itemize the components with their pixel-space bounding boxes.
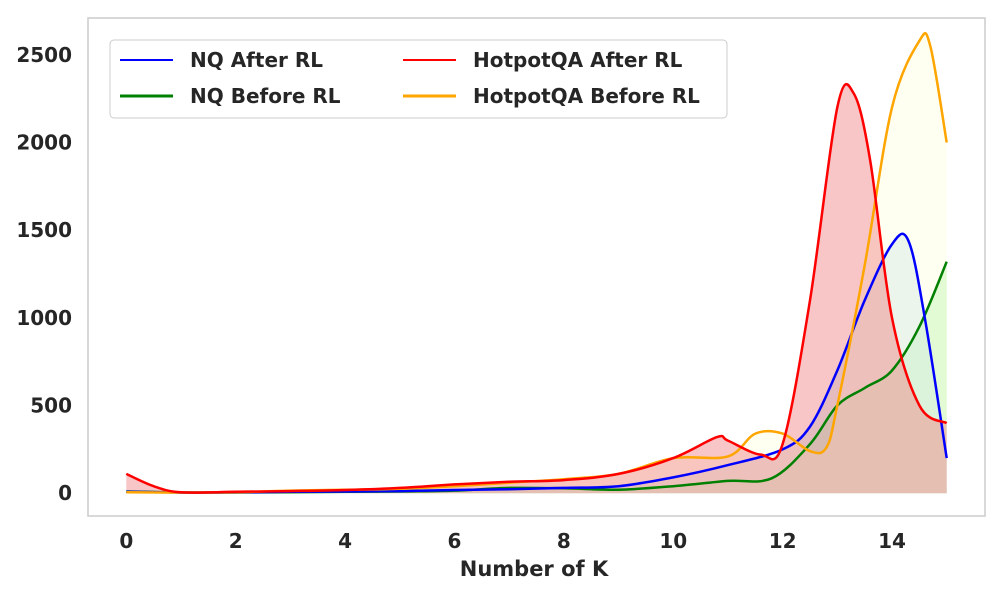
x-tick-labels: 0 2 4 6 8 10 12 14 [119,529,906,553]
y-tick-label: 2500 [16,43,72,67]
y-tick-label: 2000 [16,131,72,155]
x-tick-label: 0 [119,529,133,553]
y-tick-label: 0 [58,481,72,505]
x-tick-label: 4 [338,529,352,553]
legend-label-hotpotqa-after-rl: HotpotQA After RL [473,48,683,72]
x-tick-label: 12 [769,529,797,553]
y-tick-label: 1000 [16,306,72,330]
x-tick-label: 14 [878,529,906,553]
legend: NQ After RL NQ Before RL HotpotQA After … [109,39,728,119]
x-tick-label: 6 [447,529,461,553]
area-hotpotqa-before-rl [126,33,947,494]
area-nq-after-rl [126,233,947,494]
line-hotpotqa-after-rl [125,82,948,494]
legend-box [109,39,728,119]
legend-label-nq-before-rl: NQ Before RL [190,84,341,108]
legend-label-nq-after-rl: NQ After RL [190,48,323,72]
y-tick-label: 1500 [16,218,72,242]
x-tick-label: 2 [229,529,243,553]
y-tick-labels: 0 500 1000 1500 2000 2500 [16,43,72,505]
area-nq-before-rl [126,261,947,494]
x-axis-label: Number of K [460,557,609,581]
x-tick-label: 10 [659,529,687,553]
y-tick-label: 500 [30,394,72,418]
legend-label-hotpotqa-before-rl: HotpotQA Before RL [473,84,700,108]
series-lines [125,32,948,494]
area-hotpotqa-after-rl [126,84,947,494]
series-areas [126,33,947,494]
x-tick-label: 8 [557,529,571,553]
